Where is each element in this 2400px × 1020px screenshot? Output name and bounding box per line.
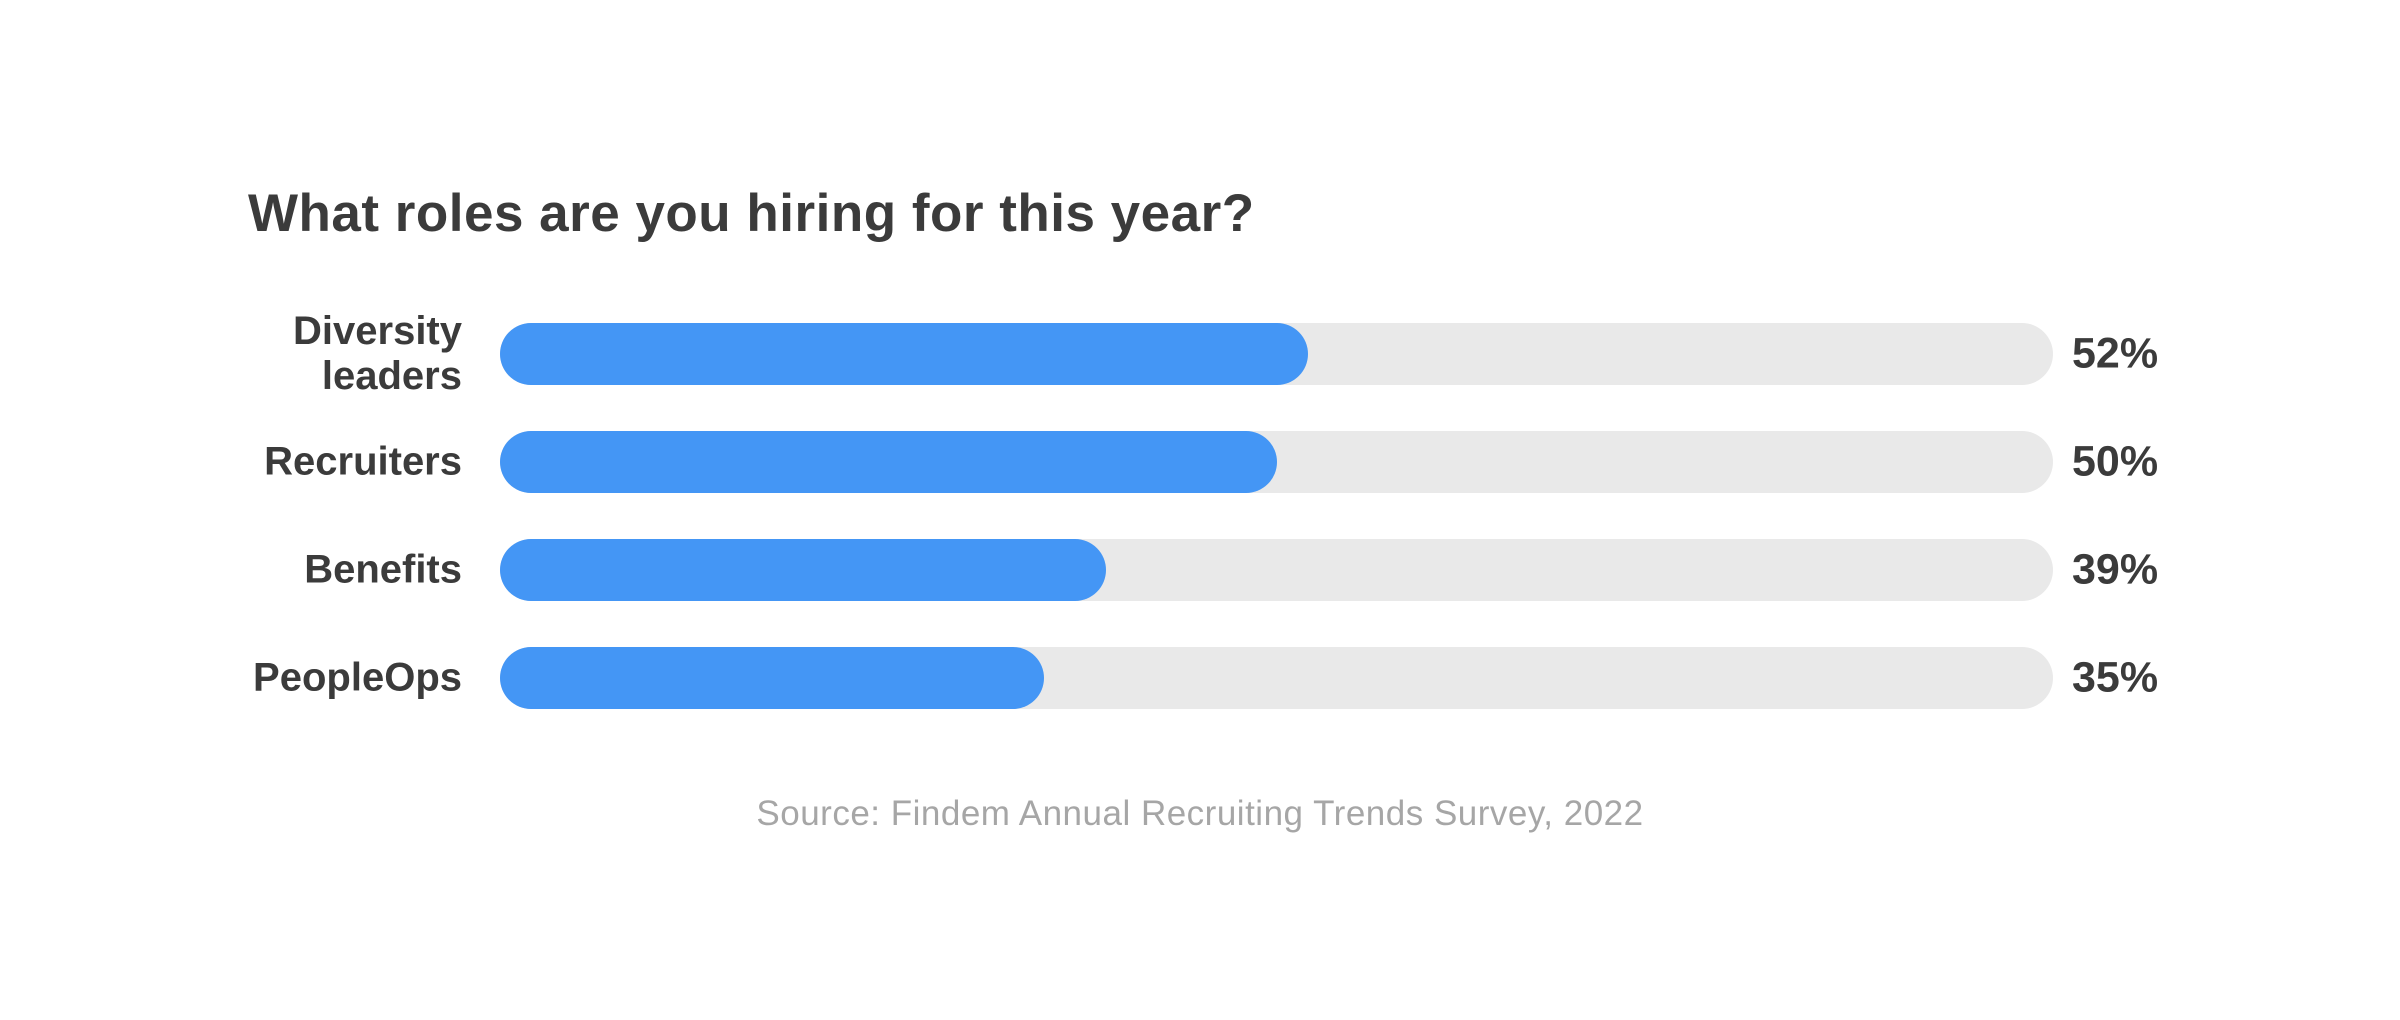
bar-fill — [500, 431, 1277, 493]
bar-row-peopleops: PeopleOps 35% — [0, 647, 2400, 709]
bar-track — [500, 647, 2053, 709]
bar-label: Recruiters — [264, 439, 462, 484]
bar-label: Benefits — [304, 547, 462, 592]
bar-row-diversity-leaders: Diversity leaders 52% — [0, 309, 2400, 398]
bar-label: Diversity leaders — [293, 309, 462, 398]
bar-fill — [500, 647, 1044, 709]
bar-value-label: 50% — [2072, 437, 2159, 486]
bar-row-benefits: Benefits 39% — [0, 539, 2400, 601]
bar-value-label: 35% — [2072, 653, 2159, 702]
bar-track — [500, 323, 2053, 385]
bar-row-recruiters: Recruiters 50% — [0, 431, 2400, 493]
bar-fill — [500, 323, 1308, 385]
bar-track — [500, 539, 2053, 601]
bar-label: PeopleOps — [253, 655, 462, 700]
bar-fill — [500, 539, 1106, 601]
bar-track — [500, 431, 2053, 493]
bar-value-label: 52% — [2072, 329, 2159, 378]
chart-title: What roles are you hiring for this year? — [248, 184, 1255, 243]
bar-rows: Diversity leaders 52% Recruiters 50% Ben… — [0, 309, 2400, 755]
bar-value-label: 39% — [2072, 545, 2159, 594]
source-attribution: Source: Findem Annual Recruiting Trends … — [756, 794, 1644, 833]
